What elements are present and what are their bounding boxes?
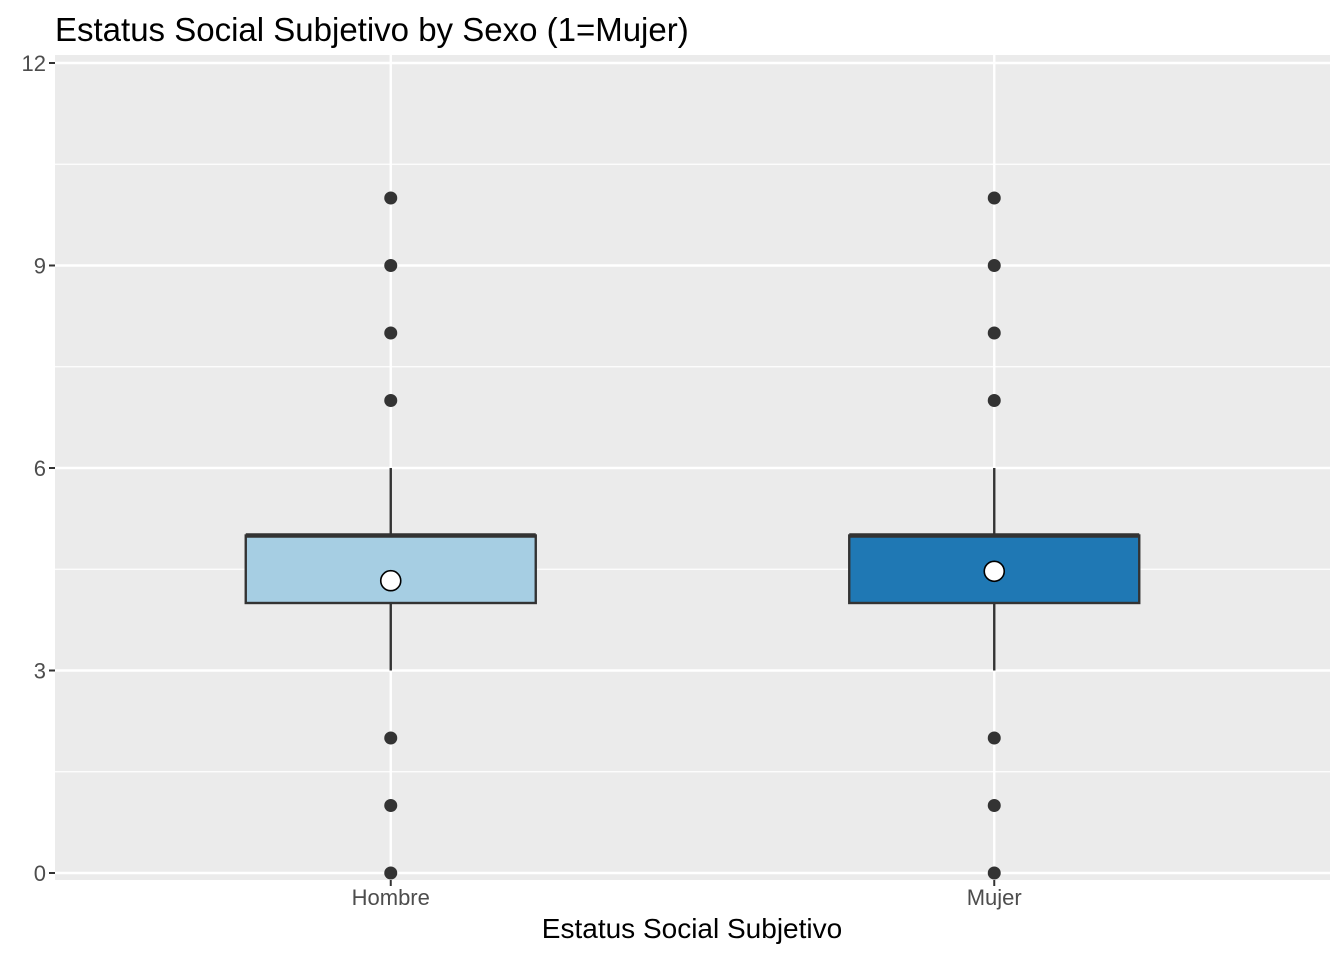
outlier-point: [987, 799, 1001, 812]
outlier-point: [987, 731, 1001, 745]
y-axis: 0 3 6 9 12: [22, 51, 55, 886]
outlier-point: [384, 259, 398, 272]
chart-title: Estatus Social Subjetivo by Sexo (1=Muje…: [55, 11, 689, 48]
outlier-point: [384, 866, 398, 880]
box-mujer: [848, 191, 1141, 880]
outlier-point: [987, 866, 1001, 880]
outlier-point: [384, 731, 398, 745]
mean-marker: [379, 569, 402, 592]
y-tick-label: 9: [34, 254, 46, 279]
outlier-point: [987, 394, 1001, 407]
outlier-point: [987, 326, 1001, 340]
y-tick-label: 6: [34, 456, 46, 481]
x-axis: Hombre Mujer: [352, 880, 1022, 910]
x-tick-label: Mujer: [967, 885, 1022, 910]
outlier-point: [384, 191, 398, 205]
boxes: [244, 191, 1141, 880]
x-axis-title: Estatus Social Subjetivo: [542, 913, 842, 944]
outlier-point: [384, 799, 398, 812]
y-tick-label: 12: [22, 51, 46, 76]
x-tick-label: Hombre: [352, 885, 430, 910]
mean-marker: [983, 560, 1006, 583]
outlier-point: [384, 394, 398, 407]
outlier-point: [987, 191, 1001, 205]
y-tick-label: 0: [34, 861, 46, 886]
y-tick-label: 3: [34, 659, 46, 684]
outlier-point: [987, 259, 1001, 272]
iqr-box: [244, 534, 537, 605]
outlier-point: [384, 326, 398, 340]
box-hombre: [244, 191, 537, 880]
